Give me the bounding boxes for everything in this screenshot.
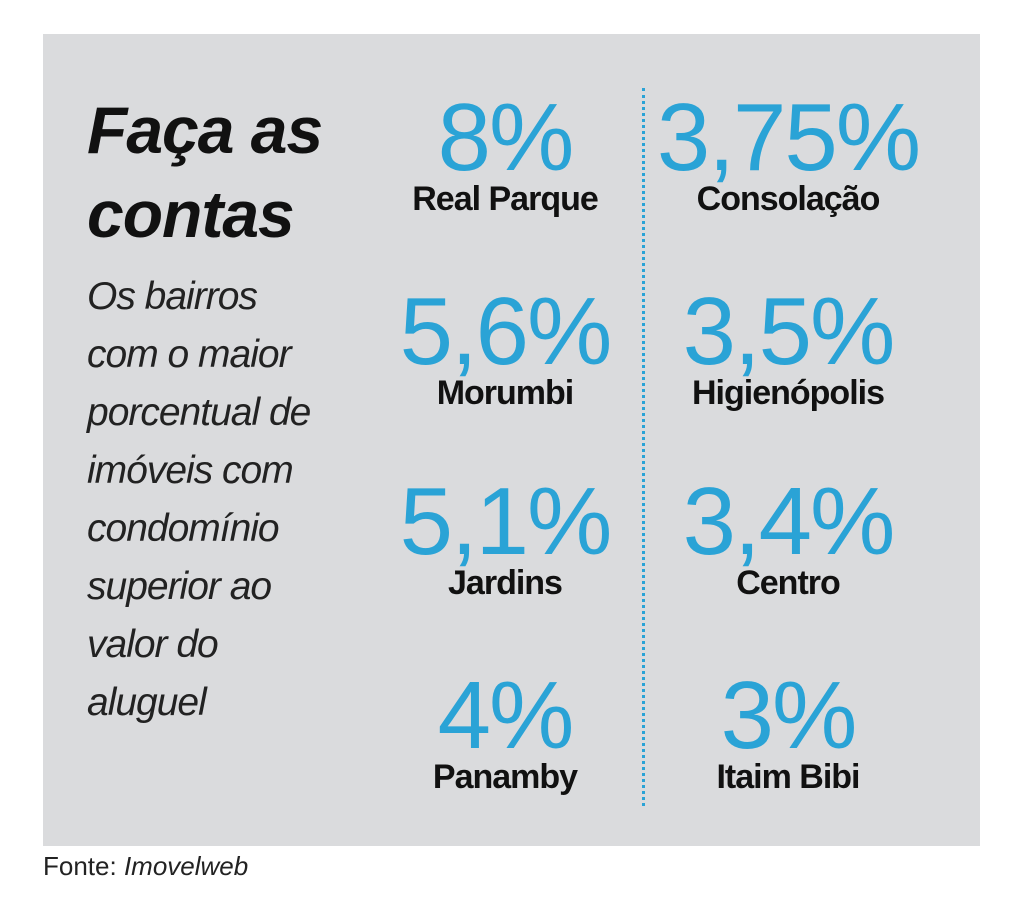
infographic-panel — [43, 34, 980, 846]
headline: Faça as contas — [87, 88, 387, 256]
headline-line: contas — [87, 177, 295, 251]
subtitle-line: imóveis com — [87, 449, 294, 492]
subtitle-line: porcentual de — [87, 391, 311, 434]
stat-value: 3% — [720, 662, 858, 769]
subtitle-line: aluguel — [87, 681, 207, 724]
stat-centro: 3,4% Centro — [638, 468, 938, 603]
subtitle-line: superior ao — [87, 565, 272, 608]
stat-panamby: 4% Panamby — [355, 662, 655, 797]
subtitle-line: com o maior — [87, 333, 292, 376]
stat-value: 4% — [437, 662, 575, 769]
subtitle-line: condomínio — [87, 507, 280, 550]
stat-value: 3,75% — [656, 84, 921, 191]
column-divider — [642, 88, 645, 806]
stat-label: Morumbi — [436, 374, 575, 412]
stat-morumbi: 5,6% Morumbi — [355, 278, 655, 413]
stat-higienopolis: 3,5% Higienópolis — [638, 278, 938, 413]
stat-value: 8% — [437, 84, 575, 191]
subtitle-line: Os bairros — [87, 275, 258, 318]
source-name: Imovelweb — [123, 851, 249, 881]
stat-label: Real Parque — [412, 180, 599, 218]
stat-label: Itaim Bibi — [716, 758, 860, 796]
stat-label: Centro — [736, 564, 841, 602]
stat-consolacao: 3,75% Consolação — [638, 84, 938, 219]
stat-value: 3,5% — [682, 278, 896, 385]
stat-label: Panamby — [432, 758, 578, 796]
stat-label: Higienópolis — [692, 374, 885, 412]
stat-label: Jardins — [448, 564, 563, 602]
stat-value: 5,1% — [399, 468, 613, 575]
source-prefix: Fonte: — [43, 851, 117, 881]
source-note: Fonte: Imovelweb — [43, 849, 248, 883]
stat-real-parque: 8% Real Parque — [355, 84, 655, 219]
stat-value: 5,6% — [399, 278, 613, 385]
subtitle: Os bairros com o maior porcentual de imó… — [87, 268, 387, 732]
stat-itaim-bibi: 3% Itaim Bibi — [638, 662, 938, 797]
stat-label: Consolação — [696, 180, 881, 218]
stat-jardins: 5,1% Jardins — [355, 468, 655, 603]
subtitle-line: valor do — [87, 623, 219, 666]
stat-value: 3,4% — [682, 468, 896, 575]
headline-line: Faça as — [87, 93, 323, 167]
